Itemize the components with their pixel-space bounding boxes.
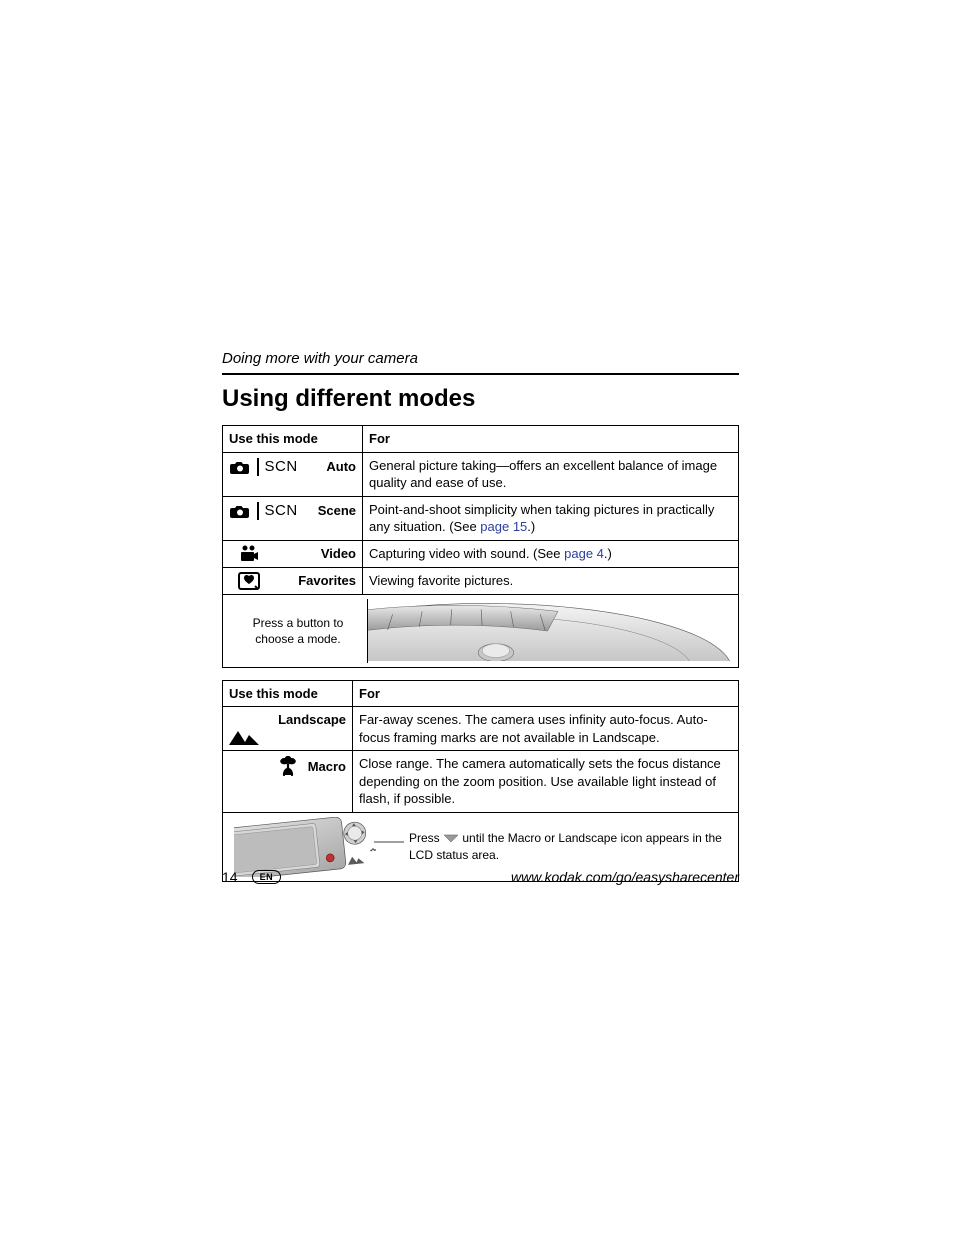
divider-icon	[257, 458, 259, 476]
page-footer: 14 EN www.kodak.com/go/easysharecenter	[222, 869, 739, 885]
rule-divider	[222, 373, 739, 375]
mode-desc: Far-away scenes. The camera uses infinit…	[353, 707, 739, 751]
divider-icon	[257, 502, 259, 520]
mode-note: Press a button to choose a mode.	[229, 599, 368, 663]
table-row: Press a button to choose a mode.	[223, 594, 739, 667]
table-row: SCN Auto General picture taking—offers a…	[223, 452, 739, 496]
modes-table-2: Use this mode For Landscape Far-away sce…	[222, 680, 739, 882]
landscape-icon	[229, 729, 346, 745]
footer-url[interactable]: www.kodak.com/go/easysharecenter	[281, 869, 739, 885]
mode-label: Landscape	[229, 711, 346, 729]
table-header-row: Use this mode For	[223, 426, 739, 453]
col-header-for: For	[363, 426, 739, 453]
col-header-for: For	[353, 680, 739, 707]
col-header-mode: Use this mode	[223, 426, 363, 453]
mode-label: Macro	[308, 758, 346, 776]
mode-desc: Capturing video with sound. (See page 4.…	[363, 540, 739, 567]
modes-table-1: Use this mode For SCN Auto General pictu…	[222, 425, 739, 668]
mode-label: Video	[275, 545, 356, 563]
scn-text: SCN	[265, 501, 298, 521]
page-link[interactable]: page 4	[564, 546, 604, 561]
table-header-row: Use this mode For	[223, 680, 739, 707]
mode-desc: Viewing favorite pictures.	[363, 567, 739, 594]
table-row: SCN Scene Point-and-shoot simplicity whe…	[223, 496, 739, 540]
scn-text: SCN	[265, 457, 298, 477]
camera-scn-icon	[229, 459, 251, 475]
mode-label: Scene	[304, 502, 356, 520]
mode-label: Auto	[304, 458, 356, 476]
page-title: Using different modes	[222, 385, 739, 413]
table-row: Landscape Far-away scenes. The camera us…	[223, 707, 739, 751]
table-row: Video Capturing video with sound. (See p…	[223, 540, 739, 567]
macro-icon	[278, 755, 298, 777]
mode-desc: Close range. The camera automatically se…	[353, 751, 739, 813]
manual-page: Doing more with your camera Using differ…	[0, 0, 954, 1235]
breadcrumb: Doing more with your camera	[222, 350, 739, 367]
page-number: 14	[222, 869, 238, 885]
video-icon	[229, 545, 269, 563]
mode-dial-illustration	[368, 599, 732, 663]
press-instruction: Press until the Macro or Landscape icon …	[409, 824, 732, 870]
table-row: Macro Close range. The camera automatica…	[223, 751, 739, 813]
favorites-icon	[229, 572, 269, 590]
down-arrow-icon	[443, 834, 459, 844]
page-link[interactable]: page 15	[480, 519, 527, 534]
mode-desc: Point-and-shoot simplicity when taking p…	[363, 496, 739, 540]
table-row: Favorites Viewing favorite pictures.	[223, 567, 739, 594]
camera-scn-icon	[229, 503, 251, 519]
col-header-mode: Use this mode	[223, 680, 353, 707]
mode-desc: General picture taking—offers an excelle…	[363, 452, 739, 496]
mode-label: Favorites	[275, 572, 356, 590]
language-badge: EN	[252, 870, 282, 884]
